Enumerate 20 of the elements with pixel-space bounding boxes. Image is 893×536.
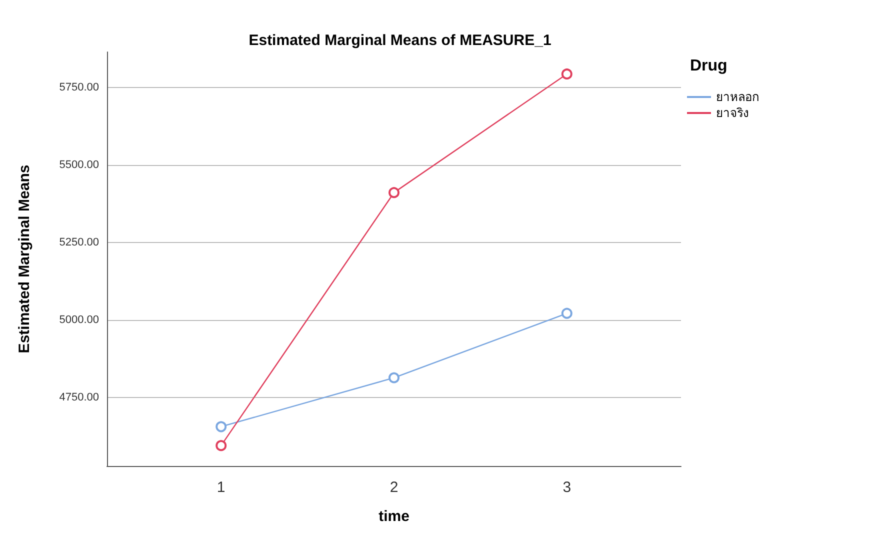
y-tick-label: 4750.00 (59, 391, 99, 404)
legend-label: ยาหลอก (716, 90, 759, 104)
y-tick-label: 5500.00 (59, 159, 99, 172)
point (388, 372, 400, 384)
x-tick-label: 1 (216, 479, 226, 496)
x-tick-label: 3 (562, 479, 572, 496)
y-axis-title: Estimated Marginal Means (16, 164, 33, 354)
y-tick-label: 5000.00 (59, 314, 99, 326)
point (561, 308, 572, 319)
point (561, 68, 572, 80)
point (388, 187, 400, 198)
x-tick-label: 2 (390, 479, 398, 496)
y-tick-label: 5750.00 (59, 82, 99, 94)
legend-label: ยาจริง (716, 106, 749, 120)
point (216, 440, 227, 452)
chart-title: Estimated Marginal Means of MEASURE_1 (248, 32, 552, 49)
legend-title: Drug (690, 58, 728, 74)
y-tick-label: 5250.00 (59, 236, 99, 248)
point (216, 421, 227, 432)
x-axis-title: time (378, 508, 410, 525)
